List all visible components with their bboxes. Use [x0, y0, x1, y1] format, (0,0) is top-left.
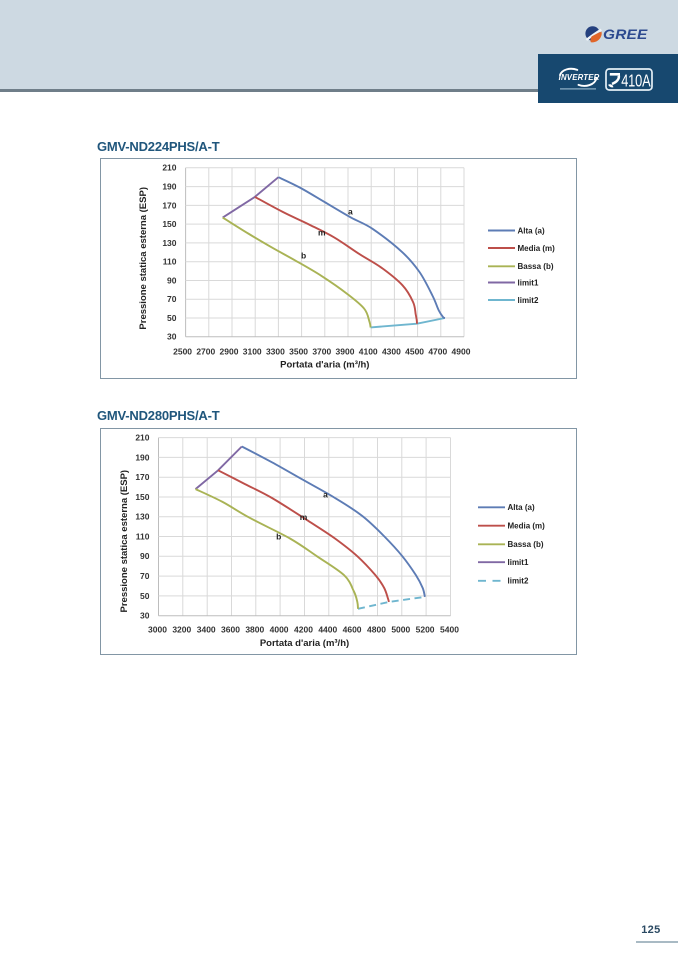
svg-text:Portata d'aria (m³/h): Portata d'aria (m³/h) [260, 638, 349, 649]
svg-text:110: 110 [136, 531, 150, 541]
svg-text:Media (m): Media (m) [508, 522, 546, 531]
svg-text:4600: 4600 [343, 624, 362, 634]
svg-text:90: 90 [167, 275, 177, 285]
svg-text:70: 70 [167, 294, 177, 304]
svg-text:2900: 2900 [220, 347, 239, 357]
svg-text:170: 170 [162, 200, 176, 210]
svg-text:2700: 2700 [196, 347, 215, 357]
svg-text:Media (m): Media (m) [518, 244, 556, 253]
svg-text:limit2: limit2 [508, 577, 529, 586]
svg-text:4700: 4700 [428, 347, 447, 357]
svg-text:3100: 3100 [243, 347, 262, 357]
svg-text:410A: 410A [621, 72, 651, 91]
svg-text:4400: 4400 [318, 624, 337, 634]
svg-text:5400: 5400 [440, 624, 459, 634]
svg-text:Alta (a): Alta (a) [518, 226, 545, 235]
svg-text:a: a [348, 207, 353, 217]
svg-text:b: b [276, 532, 281, 542]
svg-text:INVERTER: INVERTER [559, 73, 600, 82]
svg-text:3600: 3600 [221, 624, 240, 634]
svg-text:limit1: limit1 [518, 278, 539, 287]
svg-text:3400: 3400 [197, 624, 216, 634]
svg-text:210: 210 [162, 163, 176, 173]
svg-text:90: 90 [140, 551, 150, 561]
svg-text:4300: 4300 [382, 347, 401, 357]
svg-text:3700: 3700 [312, 347, 331, 357]
svg-text:a: a [323, 490, 328, 500]
svg-text:Bassa (b): Bassa (b) [518, 262, 554, 271]
svg-text:GREE: GREE [603, 28, 649, 43]
svg-text:3000: 3000 [148, 624, 167, 634]
svg-text:3500: 3500 [289, 347, 308, 357]
svg-text:m: m [300, 512, 308, 522]
svg-text:50: 50 [167, 313, 177, 323]
svg-text:70: 70 [140, 571, 150, 581]
svg-text:2500: 2500 [173, 347, 192, 357]
svg-text:130: 130 [135, 512, 149, 522]
svg-text:Portata d'aria (m³/h): Portata d'aria (m³/h) [280, 359, 369, 370]
svg-text:limit2: limit2 [518, 296, 539, 305]
svg-text:b: b [301, 251, 306, 261]
svg-text:4800: 4800 [367, 624, 386, 634]
svg-text:5000: 5000 [391, 624, 410, 634]
svg-text:130: 130 [162, 238, 176, 248]
svg-text:Pressione statica esterna (ESP: Pressione statica esterna (ESP) [119, 470, 130, 613]
svg-text:110: 110 [163, 257, 177, 267]
svg-text:50: 50 [140, 591, 150, 601]
svg-text:150: 150 [135, 492, 149, 502]
svg-text:limit1: limit1 [508, 558, 529, 567]
svg-text:190: 190 [135, 452, 149, 462]
svg-text:4000: 4000 [270, 624, 289, 634]
svg-text:4900: 4900 [452, 347, 471, 357]
svg-text:3900: 3900 [336, 347, 355, 357]
svg-text:190: 190 [162, 182, 176, 192]
svg-text:Pressione statica esterna (ESP: Pressione statica esterna (ESP) [138, 187, 149, 330]
svg-text:4100: 4100 [359, 347, 378, 357]
svg-text:4500: 4500 [405, 347, 424, 357]
svg-text:210: 210 [135, 433, 149, 443]
svg-text:170: 170 [135, 472, 149, 482]
svg-text:30: 30 [140, 611, 150, 621]
svg-text:30: 30 [167, 332, 177, 342]
svg-text:5200: 5200 [416, 624, 435, 634]
svg-text:4200: 4200 [294, 624, 313, 634]
svg-text:3200: 3200 [172, 624, 191, 634]
svg-text:Bassa (b): Bassa (b) [508, 540, 544, 549]
svg-text:Alta (a): Alta (a) [508, 503, 535, 512]
svg-text:m: m [318, 228, 326, 238]
svg-text:3300: 3300 [266, 347, 285, 357]
svg-text:150: 150 [162, 219, 176, 229]
svg-text:3800: 3800 [245, 624, 264, 634]
